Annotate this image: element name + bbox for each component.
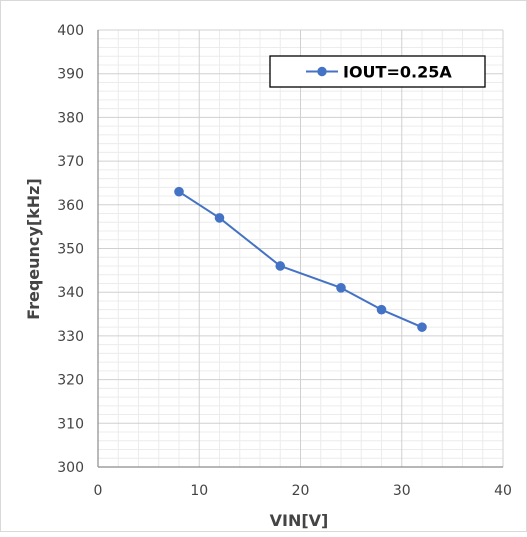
data-point	[275, 261, 286, 271]
axes	[97, 30, 503, 468]
data-point	[336, 283, 346, 293]
x-axis-title: VIN[V]	[270, 511, 329, 530]
y-axis-title: Freqeuncy[kHz]	[24, 178, 43, 320]
x-tick-label: 10	[190, 483, 208, 499]
data-point	[174, 186, 184, 197]
legend-label-iout: IOUT=0.25A	[343, 63, 452, 82]
y-tick-label: 390	[57, 67, 84, 83]
x-tick-label: 20	[292, 483, 310, 499]
series-layer	[174, 186, 427, 332]
y-tick-label: 360	[57, 198, 84, 214]
data-point	[214, 213, 225, 223]
y-tick-label: 400	[57, 23, 84, 39]
data-point	[417, 322, 427, 332]
legend-marker	[317, 66, 327, 77]
y-tick-label: 310	[57, 416, 84, 432]
legend-box	[269, 55, 486, 88]
y-tick-label: 380	[57, 110, 84, 126]
major-gridlines	[98, 29, 504, 467]
series-line	[178, 190, 423, 329]
x-tick-label: 40	[494, 483, 512, 499]
y-tick-label: 330	[57, 329, 84, 345]
y-tick-label: 350	[57, 242, 84, 258]
legend: IOUT=0.25A	[269, 55, 486, 88]
y-tick-label: 370	[57, 154, 84, 170]
y-tick-label: 340	[57, 285, 84, 301]
x-tick-label: 0	[94, 483, 103, 499]
data-point	[376, 304, 387, 315]
tick-labels: 0 10 20 30 40 300 310 320 330 340 350 360 370 380 390 4…	[57, 23, 512, 499]
y-tick-label: 320	[57, 373, 84, 389]
y-tick-label: 300	[57, 460, 84, 476]
x-tick-label: 30	[393, 483, 411, 499]
